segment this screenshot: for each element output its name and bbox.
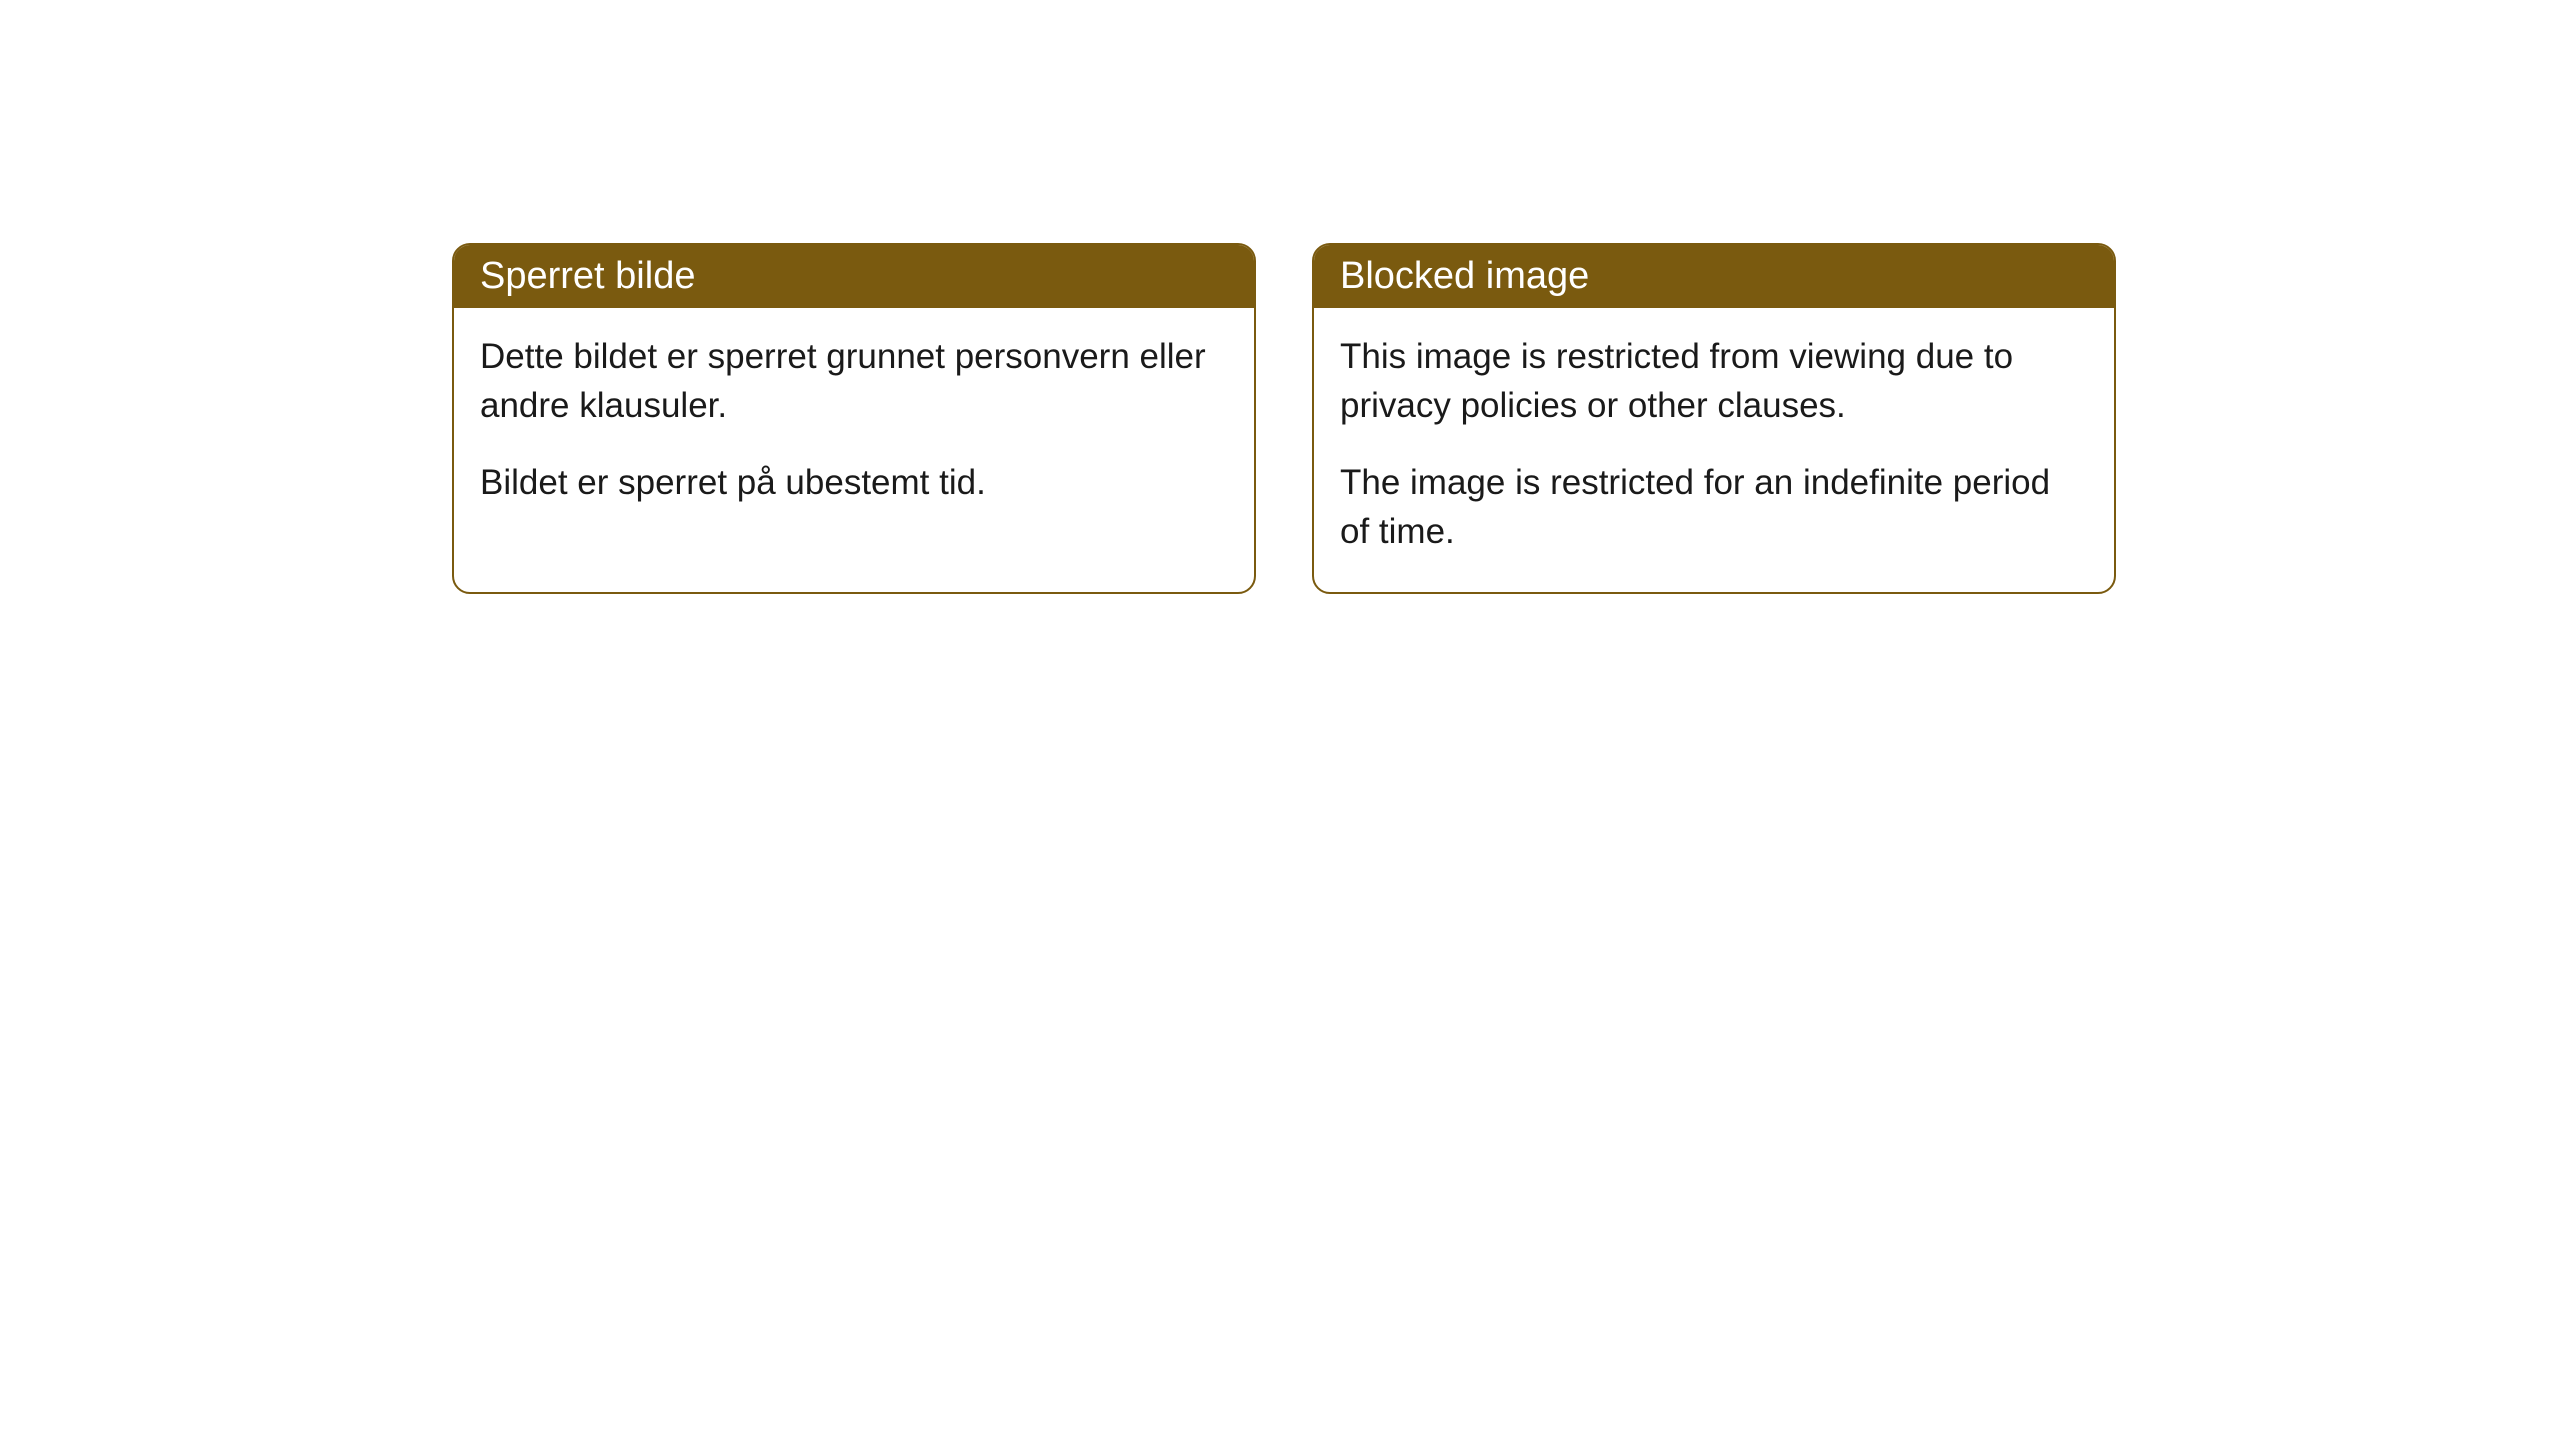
card-paragraph: The image is restricted for an indefinit… bbox=[1340, 458, 2088, 556]
card-title: Blocked image bbox=[1340, 255, 1589, 297]
card-paragraph: This image is restricted from viewing du… bbox=[1340, 332, 2088, 430]
card-header: Sperret bilde bbox=[454, 245, 1254, 308]
card-body: Dette bildet er sperret grunnet personve… bbox=[454, 308, 1254, 543]
notice-cards-container: Sperret bilde Dette bildet er sperret gr… bbox=[452, 243, 2116, 594]
card-paragraph: Bildet er sperret på ubestemt tid. bbox=[480, 458, 1228, 507]
notice-card-norwegian: Sperret bilde Dette bildet er sperret gr… bbox=[452, 243, 1256, 594]
card-paragraph: Dette bildet er sperret grunnet personve… bbox=[480, 332, 1228, 430]
notice-card-english: Blocked image This image is restricted f… bbox=[1312, 243, 2116, 594]
card-title: Sperret bilde bbox=[480, 255, 695, 297]
card-header: Blocked image bbox=[1314, 245, 2114, 308]
card-body: This image is restricted from viewing du… bbox=[1314, 308, 2114, 592]
